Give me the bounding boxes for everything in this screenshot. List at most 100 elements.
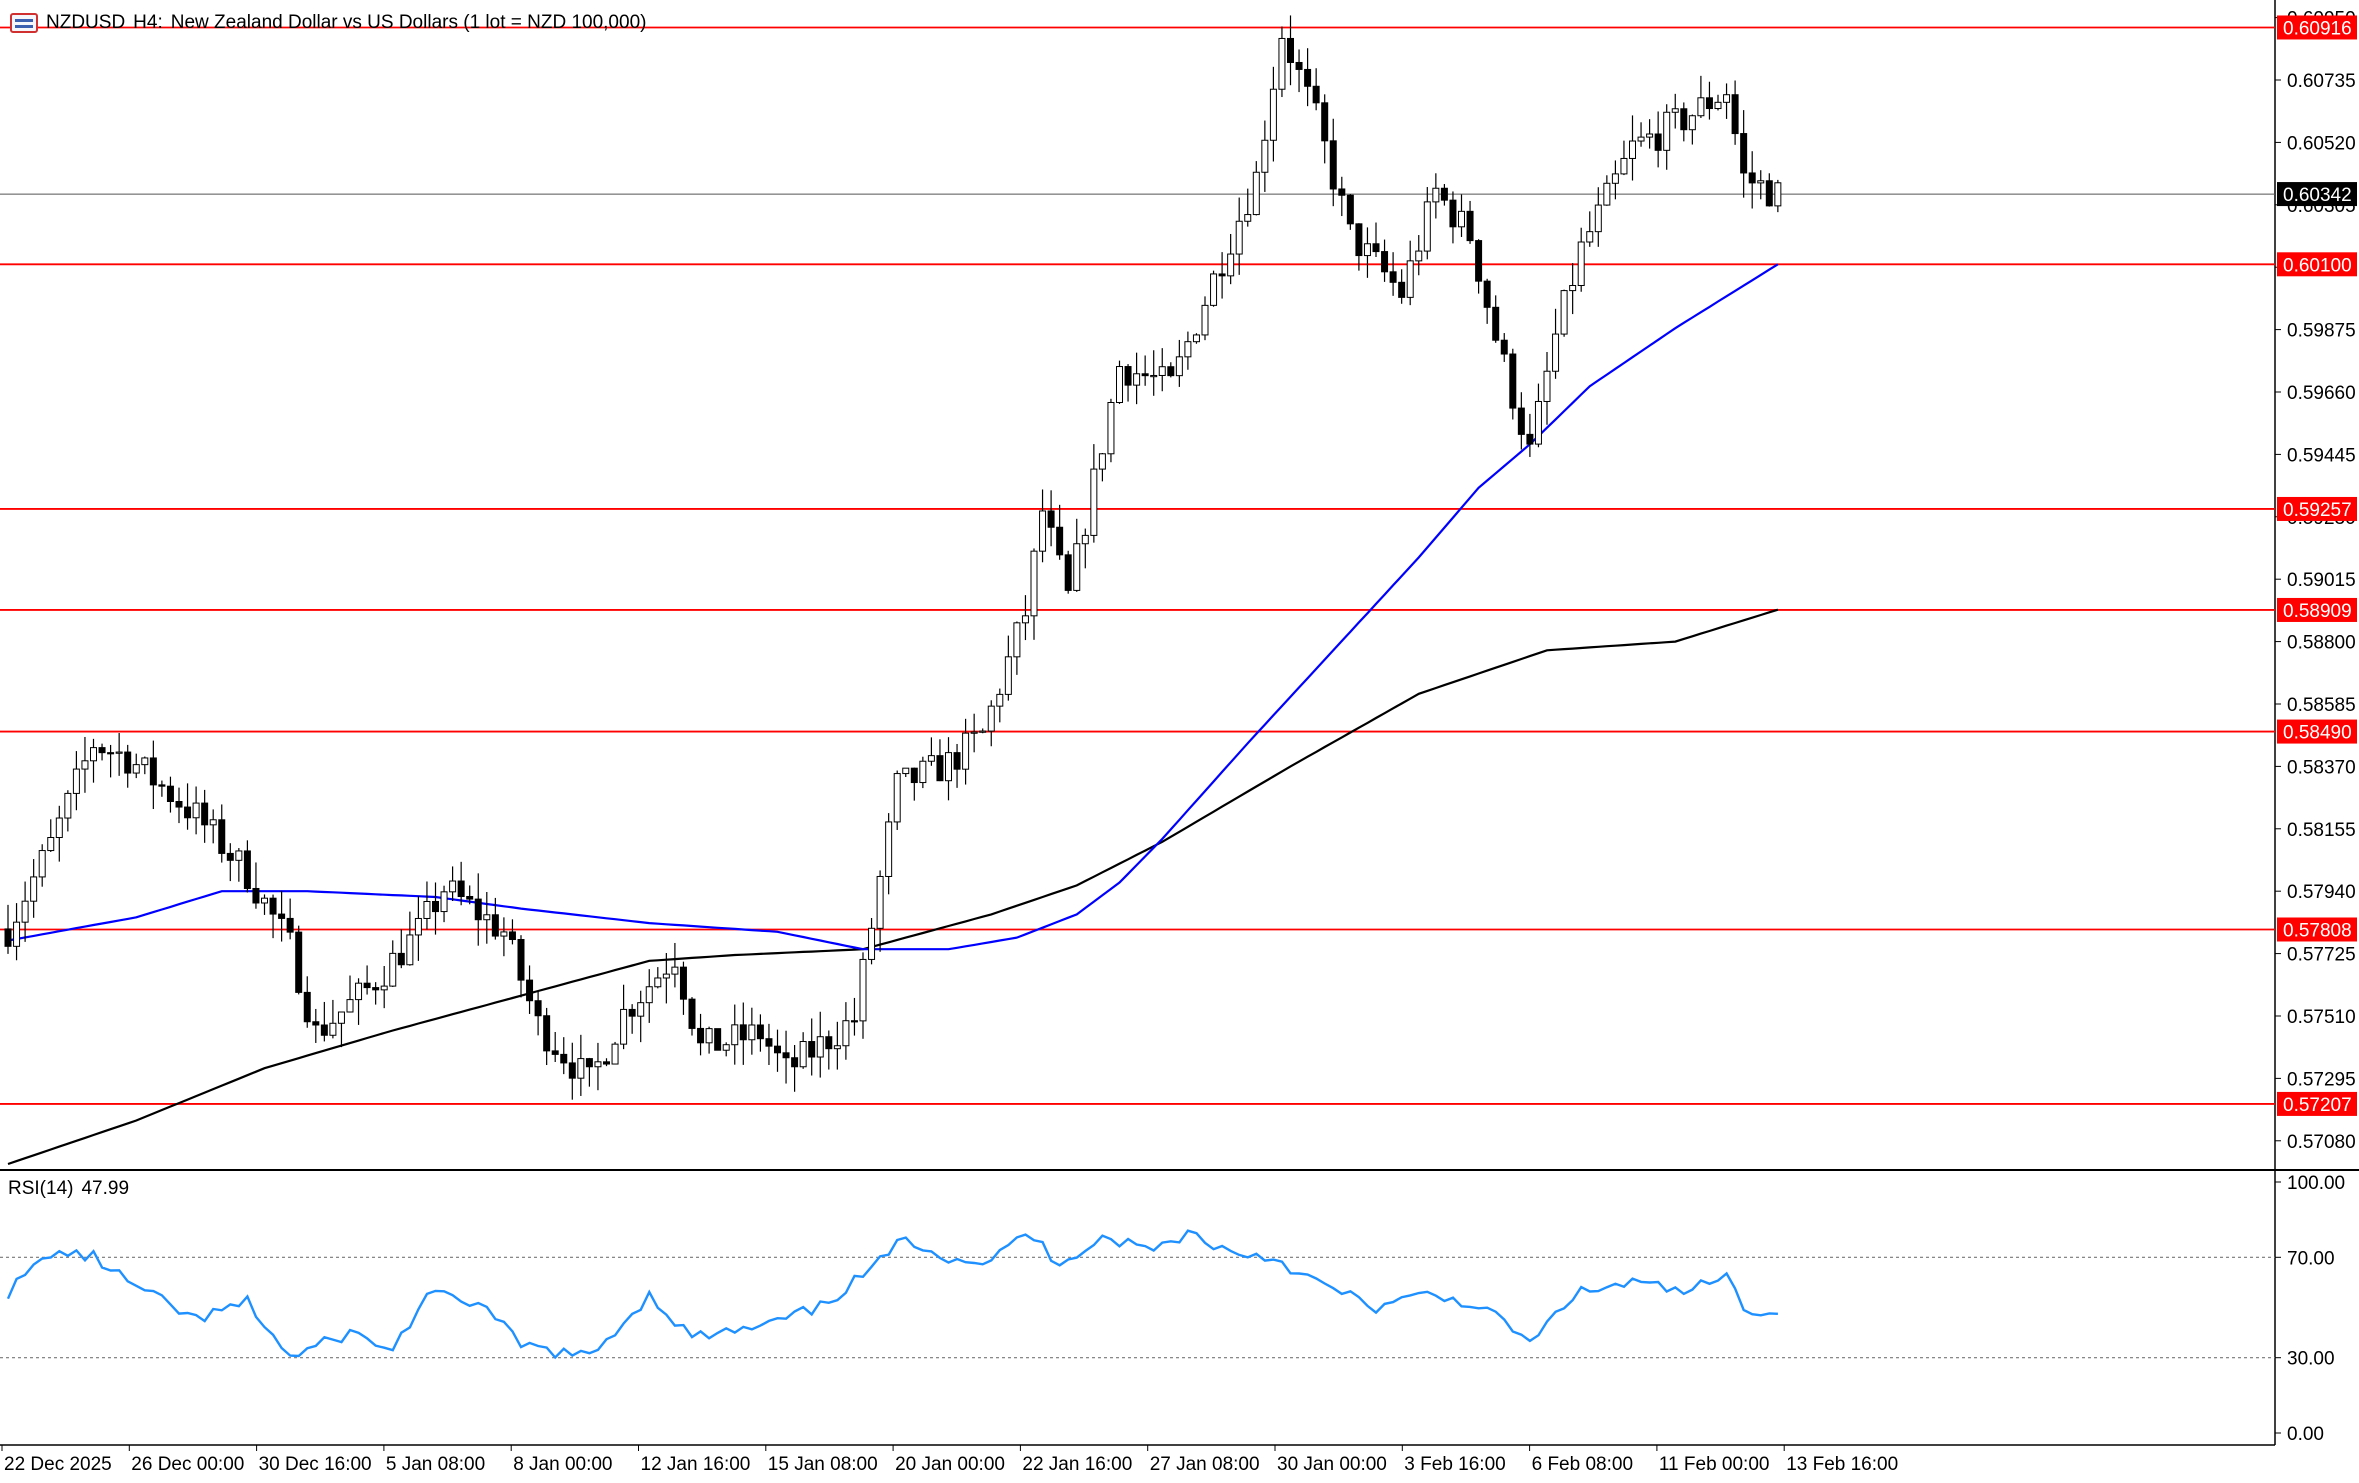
current-price-tag [2277, 182, 2357, 207]
horizontal-level-label: 0.60916 [2283, 18, 2352, 39]
time-tick-label: 20 Jan 00:00 [895, 1454, 1005, 1475]
candle-bear [1500, 339, 1508, 355]
horizontal-level-tag [2277, 496, 2357, 521]
horizontal-level-label: 0.57207 [2283, 1095, 2352, 1116]
candle-bull [1090, 468, 1098, 536]
candle-bear [278, 913, 286, 919]
candle-bull [81, 760, 89, 770]
candle-bear [1748, 172, 1756, 184]
candle-bear [526, 979, 534, 1002]
candle-bull [979, 730, 987, 733]
candle-bull [1201, 304, 1209, 336]
candle-bear [1492, 306, 1500, 341]
candle-bull [1586, 231, 1594, 243]
candle-bear [543, 1015, 551, 1052]
candle-bull [859, 958, 867, 1022]
candle-bull [209, 819, 217, 826]
horizontal-level-label: 0.58490 [2283, 723, 2352, 744]
candle-bear [158, 784, 166, 787]
chart-header: NZDUSD H4: New Zealand Dollar vs US Doll… [10, 10, 646, 36]
candle-bear [1517, 407, 1525, 435]
candle-bull [30, 876, 38, 902]
candle-bull [1158, 366, 1166, 376]
price-tick-label: 0.58585 [2287, 695, 2356, 716]
rsi-tick-label: 0.00 [2287, 1424, 2324, 1445]
candle-bear [295, 931, 303, 993]
price-tick-label: 0.60735 [2287, 71, 2356, 92]
rsi-tick-label: 70.00 [2287, 1248, 2335, 1269]
candle-bull [38, 850, 46, 878]
candle-bull [594, 1061, 602, 1068]
chart-window-icon [10, 13, 38, 33]
price-tick-label: 0.58800 [2287, 633, 2356, 654]
price-tick-label: 0.58370 [2287, 757, 2356, 778]
candle-bull [1603, 182, 1611, 206]
rsi-header: RSI(14) 47.99 [8, 1178, 129, 1200]
candle-bull [1039, 510, 1047, 552]
candle-bear [1372, 243, 1380, 253]
candle-bull [893, 773, 901, 823]
candle-bear [1141, 373, 1149, 377]
candle-bull [1423, 201, 1431, 252]
candle-bull [996, 693, 1004, 707]
candle-bear [491, 914, 499, 937]
rsi-label: RSI(14) [8, 1178, 74, 1199]
time-tick-label: 30 Jan 00:00 [1277, 1454, 1387, 1475]
candle-bull [1458, 210, 1465, 228]
candle-bear [1064, 554, 1072, 591]
candle-bear [1355, 223, 1363, 257]
candle-bull [64, 792, 72, 819]
candle-bear [175, 800, 183, 808]
candle-bear [714, 1028, 722, 1051]
candle-bull [816, 1036, 824, 1058]
candle-bull [1723, 94, 1731, 103]
fast-moving-average-line [7, 263, 1779, 951]
horizontal-level-label: 0.60100 [2283, 255, 2352, 276]
candle-bear [774, 1045, 781, 1054]
candle-bull [885, 821, 893, 877]
price-tick-label: 0.57510 [2287, 1007, 2356, 1028]
price-tick-label: 0.59015 [2287, 570, 2356, 591]
candle-bear [226, 852, 234, 861]
candle-bear [1680, 108, 1688, 131]
candle-bull [1569, 285, 1577, 292]
price-tick-label: 0.59445 [2287, 445, 2356, 466]
candle-bull [406, 934, 414, 966]
candle-bear [1321, 102, 1329, 142]
slow-moving-average-line [7, 608, 1779, 1166]
candle-bull [902, 767, 910, 775]
candle-bull [235, 850, 243, 861]
candle-bull [1261, 139, 1269, 173]
candle-bear [603, 1061, 610, 1065]
candle-bear [910, 767, 918, 784]
candle-bear [184, 806, 192, 819]
time-tick-label: 12 Jan 16:00 [641, 1454, 751, 1475]
candle-bear [808, 1041, 816, 1058]
candle-bull [833, 1045, 841, 1050]
time-tick-label: 30 Dec 16:00 [259, 1454, 372, 1475]
candle-bear [124, 751, 132, 774]
candle-bear [1056, 526, 1064, 556]
candle-bear [791, 1057, 799, 1068]
candle-bear [1338, 188, 1346, 196]
candle-bull [1697, 97, 1705, 117]
candle-bear [1124, 366, 1132, 386]
candle-bear [1304, 68, 1312, 87]
candle-bull [1021, 615, 1029, 624]
current-price-label: 0.60342 [2283, 185, 2352, 206]
horizontal-level-tag [2277, 597, 2357, 622]
candle-bull [987, 705, 995, 732]
candle-bull [47, 837, 55, 852]
candle-bull [1611, 173, 1619, 184]
candle-bull [440, 891, 448, 913]
candle-bull [1560, 290, 1568, 335]
candle-bull [962, 732, 970, 770]
candle-bull [1714, 101, 1722, 110]
candle-bull [1227, 253, 1235, 277]
candle-bull [868, 927, 876, 960]
symbol-label: NZDUSD [46, 12, 126, 33]
candle-bull [329, 1022, 337, 1036]
candle-bull [645, 986, 653, 1004]
